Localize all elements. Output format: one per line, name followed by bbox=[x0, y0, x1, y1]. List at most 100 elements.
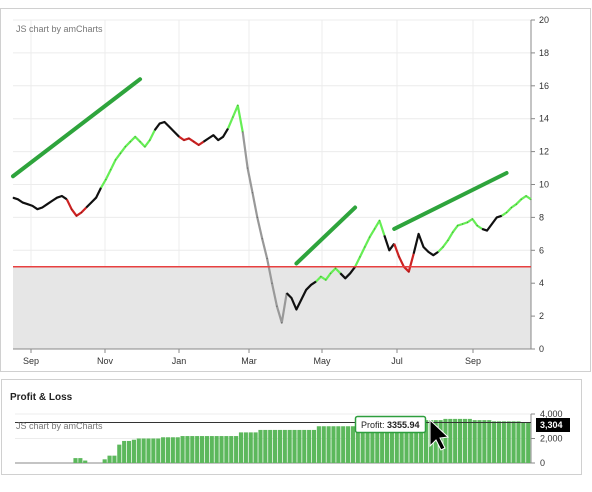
pl-bar bbox=[316, 426, 321, 463]
pl-bar bbox=[370, 425, 375, 463]
price-point bbox=[222, 136, 224, 138]
price-point bbox=[481, 228, 483, 230]
cursor-value-text: 3,304 bbox=[540, 420, 563, 430]
pl-bar bbox=[136, 438, 141, 463]
price-point bbox=[325, 279, 327, 281]
price-point bbox=[139, 141, 141, 143]
price-point bbox=[295, 308, 298, 311]
pl-bar bbox=[199, 436, 205, 463]
profit-tooltip: Profit: 3355.94 bbox=[354, 415, 427, 434]
price-point bbox=[212, 134, 214, 136]
x-tick-label: Sep bbox=[465, 356, 481, 366]
x-tick-label: Nov bbox=[97, 356, 114, 366]
price-point bbox=[178, 136, 180, 138]
price-point bbox=[334, 267, 337, 269]
price-point bbox=[461, 223, 464, 225]
pl-bar bbox=[472, 420, 477, 464]
pl-bar bbox=[165, 437, 171, 463]
price-point bbox=[95, 197, 97, 199]
amcharts-credit[interactable]: JS chart by amCharts bbox=[16, 24, 103, 34]
pl-bar bbox=[107, 455, 112, 463]
y-tick-label: 20 bbox=[539, 15, 549, 25]
pl-bar bbox=[482, 420, 487, 464]
amcharts-credit-pl[interactable]: JS chart by amCharts bbox=[16, 421, 103, 431]
pl-bar bbox=[112, 455, 117, 463]
price-point bbox=[432, 254, 434, 256]
pl-bar bbox=[492, 421, 497, 463]
pl-bar bbox=[457, 418, 463, 463]
x-tick-label: Jan bbox=[172, 356, 187, 366]
pl-bar bbox=[263, 429, 268, 463]
pl-y-tick-label: 2,000 bbox=[540, 434, 563, 444]
tooltip-label: Profit: bbox=[361, 420, 385, 430]
price-point bbox=[115, 159, 117, 161]
price-point bbox=[105, 178, 107, 181]
price-point bbox=[159, 123, 161, 125]
price-point bbox=[246, 167, 249, 169]
pl-bar bbox=[297, 429, 302, 463]
y-tick-label: 16 bbox=[539, 81, 549, 91]
pl-bar bbox=[453, 418, 458, 463]
pl-bar bbox=[516, 421, 521, 463]
pl-bar bbox=[277, 429, 283, 463]
pl-bar bbox=[365, 425, 370, 463]
price-point bbox=[232, 116, 234, 118]
pl-bar bbox=[161, 437, 166, 463]
y-tick-label: 10 bbox=[539, 180, 549, 190]
price-point bbox=[422, 246, 425, 248]
price-point bbox=[85, 206, 87, 209]
price-point bbox=[418, 233, 420, 235]
pl-bar bbox=[175, 437, 180, 463]
pl-plot-area[interactable]: 0 2,000 4,000 bbox=[15, 409, 563, 468]
price-series-segment bbox=[65, 198, 88, 217]
x-tick-label: Mar bbox=[241, 356, 257, 366]
price-series-segment bbox=[383, 235, 396, 252]
pl-bar bbox=[258, 429, 263, 463]
price-point bbox=[207, 137, 210, 140]
price-point bbox=[154, 129, 156, 131]
price-point bbox=[471, 218, 473, 220]
pl-bar bbox=[195, 436, 200, 463]
price-point bbox=[22, 201, 24, 204]
pl-bar bbox=[423, 420, 429, 464]
price-point bbox=[388, 249, 390, 251]
price-point bbox=[144, 146, 146, 148]
y-tick-label: 8 bbox=[539, 212, 544, 222]
price-point bbox=[134, 136, 136, 138]
y-tick-label: 2 bbox=[539, 311, 544, 321]
price-point bbox=[202, 141, 205, 143]
pl-bar bbox=[248, 432, 253, 464]
main-plot-area[interactable]: 0 2 4 6 8 10 12 14 16 18 20 Sep Nov Jan Mar May Jul Sep bbox=[11, 15, 549, 366]
price-point bbox=[359, 256, 361, 258]
price-point bbox=[227, 127, 229, 130]
pl-bar bbox=[170, 437, 175, 463]
price-point bbox=[51, 200, 53, 202]
pl-bar bbox=[526, 422, 531, 463]
price-point bbox=[286, 292, 288, 294]
pl-bar bbox=[311, 429, 317, 463]
pl-bar bbox=[501, 421, 506, 463]
price-point bbox=[491, 223, 493, 225]
price-point bbox=[457, 225, 459, 227]
pl-bar bbox=[307, 429, 312, 463]
pl-bar bbox=[146, 438, 151, 463]
pl-bar bbox=[273, 429, 278, 463]
pl-bar bbox=[419, 422, 424, 463]
pl-bar bbox=[122, 440, 127, 463]
price-point bbox=[520, 198, 522, 200]
price-point bbox=[61, 195, 63, 197]
pl-bar bbox=[204, 436, 209, 463]
price-point bbox=[290, 297, 293, 299]
price-point bbox=[129, 141, 131, 143]
pl-bar bbox=[341, 426, 346, 463]
price-series-segment bbox=[437, 217, 483, 253]
price-point bbox=[193, 141, 195, 143]
pl-bar bbox=[268, 429, 273, 463]
price-point bbox=[378, 220, 381, 222]
pl-bar bbox=[73, 458, 78, 463]
price-point bbox=[251, 192, 254, 194]
pl-bar bbox=[375, 425, 380, 463]
x-tick-label: Jul bbox=[391, 356, 403, 366]
price-series-segment bbox=[412, 232, 439, 257]
pl-bar bbox=[399, 425, 404, 463]
